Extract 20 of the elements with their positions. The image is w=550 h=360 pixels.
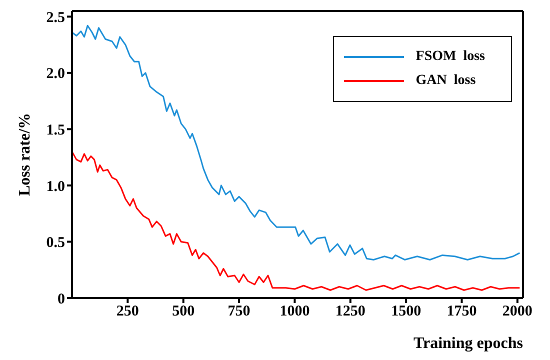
x-tick-label: 1500: [391, 304, 422, 320]
line-series: [72, 150, 520, 291]
legend-label: FSOM loss: [416, 48, 485, 66]
y-tick-label: 1.5: [46, 122, 65, 138]
y-tick-label: 2.5: [46, 10, 65, 26]
x-tick-label: 1750: [446, 304, 477, 320]
y-tick-label: 0.5: [46, 235, 65, 252]
legend-label: GAN loss: [416, 72, 476, 90]
x-tick-label: 500: [172, 304, 195, 320]
y-axis-title: Loss rate/%: [16, 112, 34, 196]
x-tick-label: 2000: [502, 304, 532, 320]
x-tick-label: 1000: [280, 304, 310, 320]
x-tick-label: 250: [116, 304, 139, 320]
x-tick-label: 1250: [335, 304, 366, 320]
y-tick-label: 0: [58, 291, 65, 308]
y-tick-label: 1.0: [46, 178, 65, 195]
line-series: [72, 24, 520, 260]
x-axis-title: Training epochs: [414, 335, 523, 352]
x-tick-label: 750: [228, 304, 250, 320]
y-tick-label: 2.0: [46, 66, 65, 82]
